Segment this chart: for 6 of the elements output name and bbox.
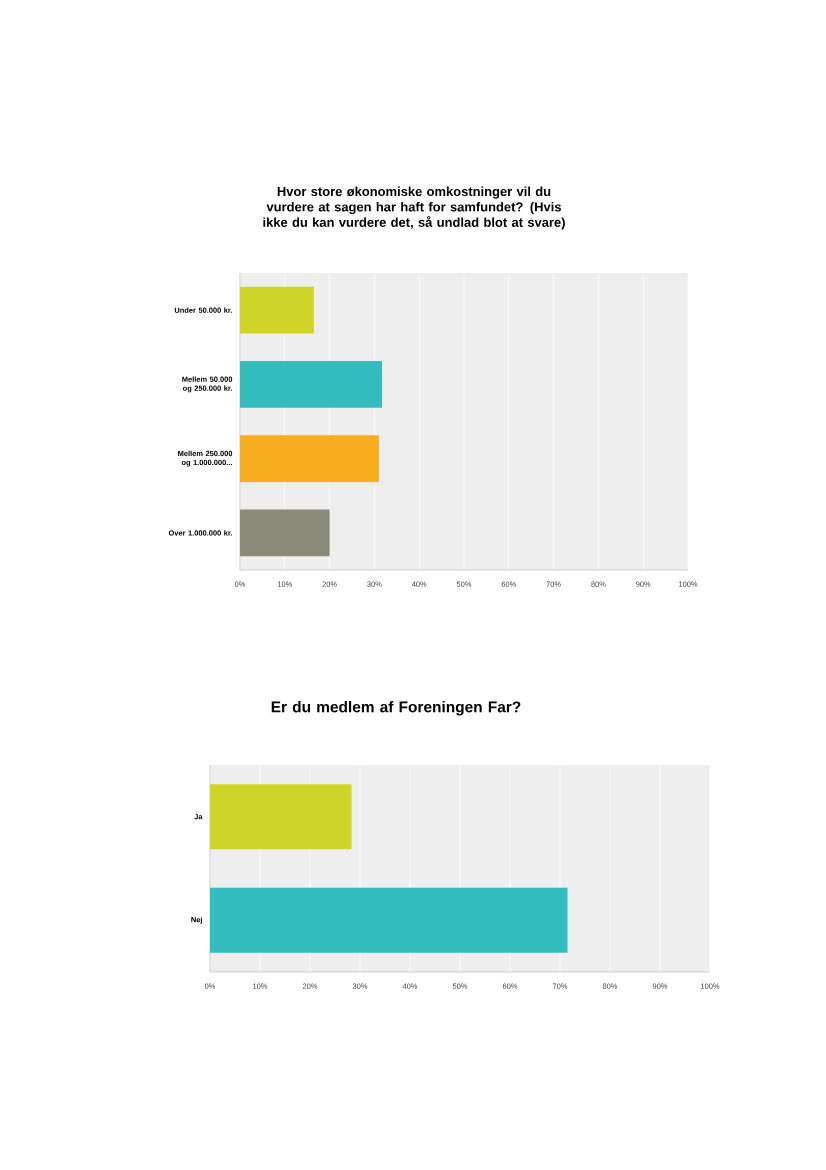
- bar: [240, 286, 314, 334]
- bar: [240, 360, 383, 408]
- bar: [240, 435, 379, 483]
- chart-title: Er du medlem af Foreningen Far?: [271, 701, 521, 716]
- chart-title: Hvor store økonomiske omkostninger vil du vurdere at sagen har haft for samfundet? (Hvis ikke du kan vurdere det, så undlad blot at svare): [263, 186, 565, 230]
- bar: [240, 509, 330, 557]
